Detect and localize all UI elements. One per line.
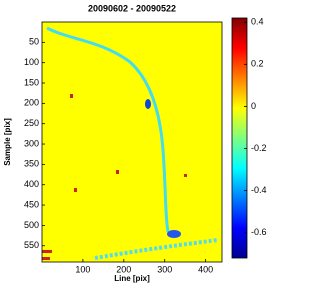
spot	[74, 188, 77, 192]
colorbar-tick-label: -0.4	[251, 185, 267, 195]
colorbar-tick-label: 0	[251, 101, 256, 111]
heatmap-image	[42, 22, 222, 262]
chart: 20090602 - 20090522 Line [pix] Sample [p…	[0, 0, 277, 285]
y-tick-label: 400	[24, 179, 39, 189]
spot	[184, 174, 187, 177]
chart-title: 20090602 - 20090522	[88, 3, 176, 13]
x-tick-label: 300	[157, 264, 172, 274]
x-tick-label: 100	[75, 264, 90, 274]
y-tick-label: 450	[24, 199, 39, 209]
y-tick-label: 100	[24, 57, 39, 67]
x-tick-label: 400	[198, 264, 213, 274]
spot	[116, 170, 119, 174]
colorbar-tick-label: 0.2	[251, 59, 264, 69]
spot	[42, 250, 52, 253]
spot	[70, 94, 73, 98]
y-tick-label: 150	[24, 77, 39, 87]
colorbar-tick-label: -0.6	[251, 227, 267, 237]
field	[42, 22, 222, 262]
y-axis-label: Sample [pix]	[3, 118, 12, 166]
y-tick-label: 250	[24, 118, 39, 128]
y-tick-label: 200	[24, 98, 39, 108]
x-tick-label: 200	[116, 264, 131, 274]
y-tick-label: 300	[24, 138, 39, 148]
colorbar-tick-label: 0.4	[251, 17, 264, 27]
y-tick-label: 350	[24, 159, 39, 169]
blob	[167, 230, 181, 238]
y-tick-label: 550	[24, 240, 39, 250]
colorbar	[232, 18, 247, 258]
y-tick-label: 50	[29, 37, 39, 47]
spot	[42, 257, 50, 260]
x-axis-label: Line [pix]	[114, 274, 150, 283]
y-tick-label: 500	[24, 220, 39, 230]
colorbar-tick-label: -0.2	[251, 143, 267, 153]
blob	[145, 99, 151, 109]
